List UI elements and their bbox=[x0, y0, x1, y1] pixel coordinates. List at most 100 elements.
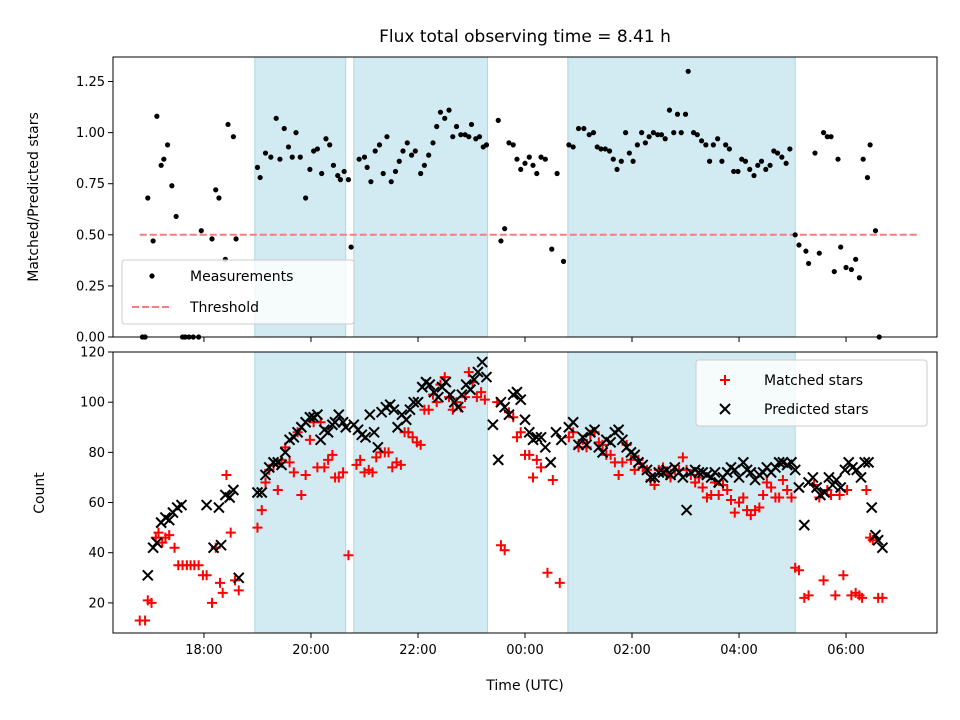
predicted-star-point bbox=[680, 504, 693, 516]
measurement-point bbox=[742, 158, 749, 164]
y-tick-label: 80 bbox=[88, 446, 105, 461]
bottom-panel: 20 40 60 80 100 120 18:00 20:00 22:00 00:00 02:00… bbox=[32, 346, 938, 694]
matched-star-point bbox=[754, 502, 765, 513]
y-tick-label: 0.25 bbox=[76, 279, 105, 294]
matched-star-point bbox=[547, 474, 558, 485]
matched-star-point bbox=[140, 615, 151, 626]
predicted-star-point bbox=[793, 481, 805, 494]
bottom-x-ticks: 18:00 20:00 22:00 00:00 02:00 04:00 06:00 bbox=[185, 633, 865, 658]
matched-star-point bbox=[818, 575, 829, 586]
measurement-point bbox=[634, 142, 640, 148]
matched-star-point bbox=[563, 432, 574, 443]
measurement-point bbox=[476, 134, 483, 140]
measurement-point bbox=[303, 195, 309, 201]
predicted-star-point bbox=[577, 431, 589, 444]
measurement-point bbox=[614, 166, 620, 173]
measurement-point bbox=[655, 132, 661, 138]
measurement-point bbox=[662, 136, 668, 142]
matched-star-point bbox=[782, 484, 793, 495]
matched-star-point bbox=[252, 522, 263, 533]
x-tick-label: 18:00 bbox=[185, 643, 222, 658]
predicted-star-point bbox=[372, 441, 384, 454]
measurement-point bbox=[337, 177, 344, 183]
predicted-star-point bbox=[737, 456, 750, 469]
measurement-point bbox=[726, 146, 732, 152]
measurement-point bbox=[418, 170, 424, 177]
predicted-star-point bbox=[645, 471, 657, 484]
matched-star-point bbox=[169, 542, 180, 553]
matched-star-point bbox=[260, 477, 271, 488]
measurement-point bbox=[792, 232, 798, 238]
measurement-point bbox=[710, 142, 716, 148]
measurement-point bbox=[860, 156, 866, 162]
matched-star-point bbox=[201, 570, 212, 581]
measurement-point bbox=[642, 140, 648, 146]
measurement-point bbox=[434, 123, 440, 130]
bottom-predicted-points bbox=[142, 356, 889, 584]
matched-star-point bbox=[343, 550, 354, 561]
measurement-point bbox=[154, 113, 160, 119]
measurement-point bbox=[376, 142, 383, 148]
measurement-point bbox=[602, 146, 608, 152]
legend-predicted-label: Predicted stars bbox=[764, 402, 869, 418]
predicted-star-point bbox=[876, 541, 889, 554]
predicted-star-point bbox=[789, 464, 801, 476]
measurement-point bbox=[356, 156, 362, 162]
matched-star-point bbox=[217, 587, 228, 598]
predicted-star-point bbox=[480, 371, 493, 383]
matched-star-point bbox=[786, 492, 797, 503]
y-tick-label: 40 bbox=[88, 546, 105, 561]
predicted-star-point bbox=[472, 366, 484, 378]
measurement-point bbox=[719, 158, 725, 164]
predicted-star-point bbox=[464, 383, 477, 396]
predicted-star-point bbox=[555, 434, 568, 446]
measurement-point bbox=[426, 152, 432, 158]
predicted-star-point bbox=[251, 486, 264, 499]
measurement-point bbox=[554, 170, 560, 177]
measurement-point bbox=[400, 148, 406, 154]
predicted-star-point bbox=[616, 434, 629, 446]
predicted-star-point bbox=[862, 456, 875, 469]
predicted-star-point bbox=[855, 471, 867, 484]
legend-matched-label: Matched stars bbox=[764, 373, 863, 389]
matched-star-point bbox=[157, 537, 168, 548]
predicted-star-point bbox=[223, 491, 236, 504]
predicted-star-point bbox=[359, 431, 372, 444]
x-tick-label: 00:00 bbox=[506, 643, 543, 658]
predicted-star-point bbox=[468, 373, 480, 386]
predicted-star-point bbox=[311, 409, 324, 421]
measurement-point bbox=[560, 258, 567, 264]
predicted-star-point bbox=[539, 441, 552, 454]
predicted-star-point bbox=[628, 449, 641, 461]
predicted-star-point bbox=[456, 388, 468, 401]
predicted-star-point bbox=[498, 401, 511, 413]
predicted-star-point bbox=[503, 409, 515, 421]
measurement-point bbox=[658, 132, 665, 138]
predicted-star-point bbox=[200, 499, 213, 511]
measurement-point bbox=[430, 140, 436, 146]
matched-star-point bbox=[304, 434, 315, 445]
matched-star-point bbox=[861, 484, 872, 495]
matched-star-point bbox=[415, 439, 426, 450]
measurement-point bbox=[198, 228, 204, 234]
matched-star-point bbox=[542, 567, 553, 578]
matched-star-point bbox=[857, 592, 868, 603]
measurement-point bbox=[281, 125, 287, 132]
legend-predicted-marker bbox=[719, 403, 731, 415]
predicted-star-point bbox=[677, 471, 689, 484]
measurement-point bbox=[526, 154, 532, 160]
measurement-point bbox=[268, 154, 274, 160]
matched-star-point bbox=[726, 495, 736, 506]
measurement-point bbox=[372, 148, 378, 154]
matched-star-point bbox=[738, 492, 749, 503]
measurement-point bbox=[335, 172, 341, 179]
measurement-point bbox=[169, 183, 175, 189]
measurement-point bbox=[408, 152, 415, 158]
predicted-star-point bbox=[823, 471, 835, 484]
top-legend-box bbox=[121, 259, 355, 325]
measurement-point bbox=[671, 130, 677, 136]
predicted-star-point bbox=[333, 409, 345, 421]
matched-star-point bbox=[511, 432, 522, 443]
predicted-star-point bbox=[322, 426, 334, 438]
